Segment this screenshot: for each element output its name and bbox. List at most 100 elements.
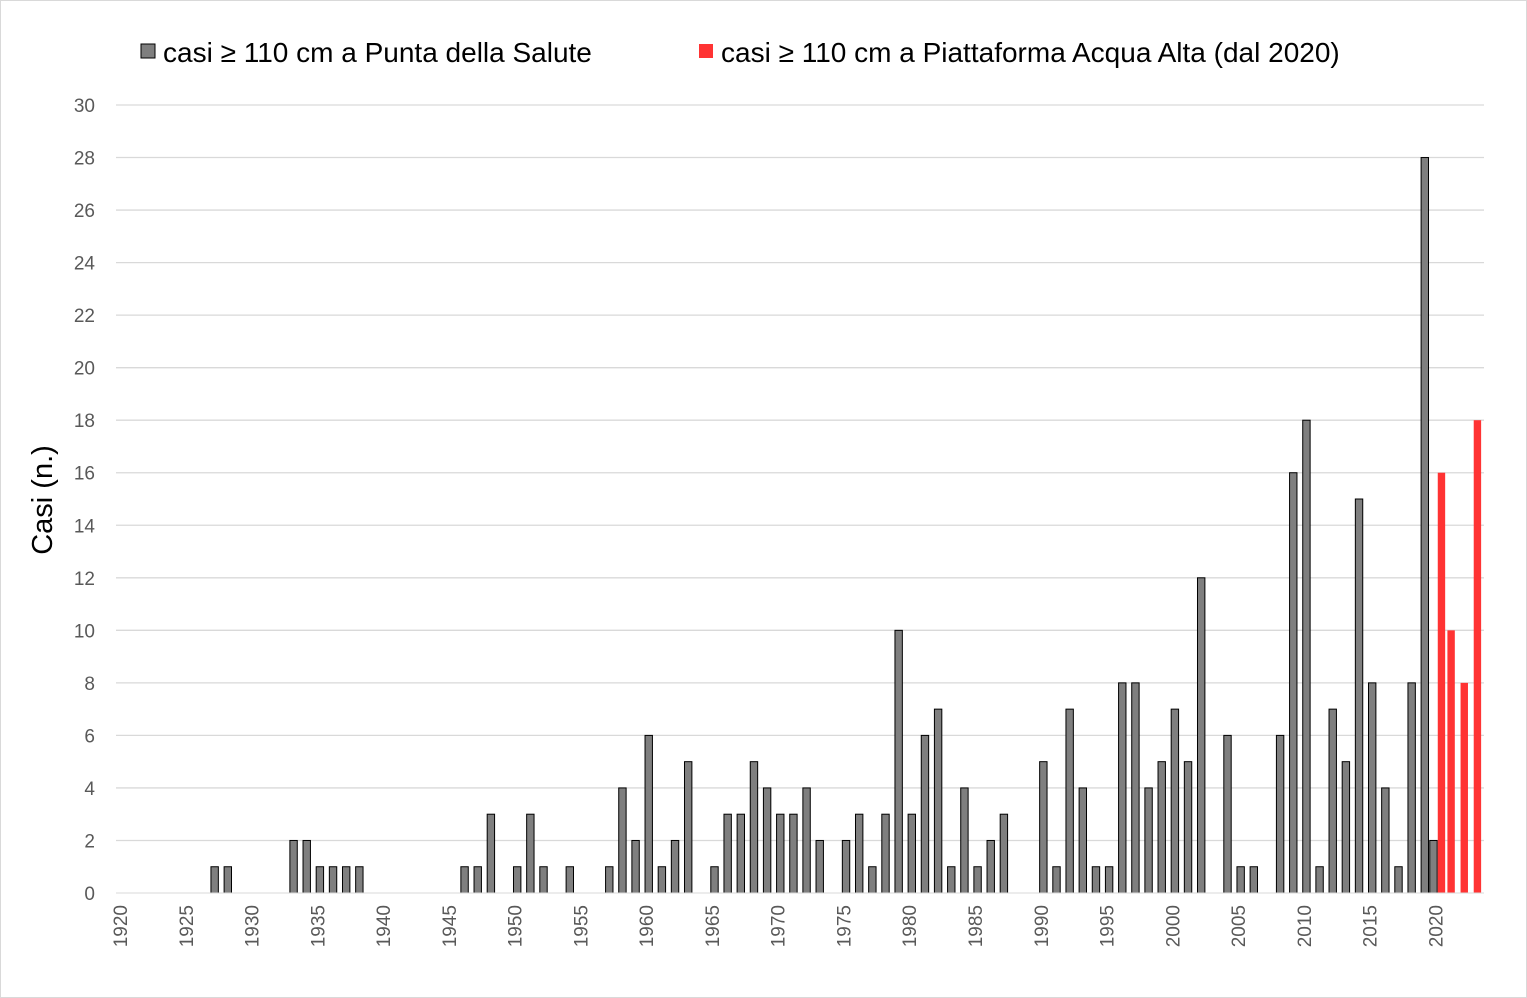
x-tick-label: 1975 [834,905,855,947]
legend: casi ≥ 110 cm a Punta della Salute casi … [140,37,1340,68]
bar-punta-della-salute-1971 [789,813,798,894]
bar-punta-della-salute-1948 [486,813,496,894]
y-tick-label: 18 [74,411,95,432]
bar-punta-della-salute-2011 [1315,866,1324,894]
x-tick-label: 1935 [308,905,329,947]
bar-punta-della-salute-1969 [762,787,772,894]
x-tick-label: 1925 [177,905,198,947]
bar-piattaforma-acqua-alta-2021 [1447,630,1455,893]
x-tick-label: 1970 [769,905,790,947]
bar-punta-della-salute-1997 [1131,682,1140,894]
y-axis-label: Casi (n.) [27,445,59,555]
legend-label-punta-della-salute: casi ≥ 110 cm a Punta della Salute [163,37,592,68]
bar-punta-della-salute-1951 [526,813,535,894]
bar-punta-della-salute-1986 [986,839,995,894]
bar-punta-della-salute-1977 [868,866,877,894]
bar-punta-della-salute-2010 [1302,419,1311,894]
bar-punta-della-salute-1946 [460,866,469,894]
bar-punta-della-salute-2005 [1236,866,1245,894]
bar-punta-della-salute-1961 [657,866,667,894]
bar-punta-della-salute-1990 [1039,761,1048,894]
x-tick-label: 2020 [1426,905,1447,947]
bar-punta-della-salute-1935 [315,866,325,894]
bar-punta-della-salute-1984 [960,787,969,894]
x-tick-label: 1945 [440,905,461,947]
y-tick-label: 20 [74,359,95,380]
bar-punta-della-salute-1933 [289,839,298,894]
bar-piattaforma-acqua-alta-2022 [1460,682,1468,893]
x-tick-label: 1990 [1032,905,1053,947]
y-tick-label: 26 [74,201,95,222]
bar-piattaforma-acqua-alta-2023 [1473,420,1482,893]
bar-punta-della-salute-1967 [736,813,746,894]
bar-punta-della-salute-2017 [1394,866,1403,894]
y-tick-label: 14 [74,516,96,537]
bar-punta-della-salute-1947 [473,866,482,894]
x-tick-label: 2015 [1361,905,1382,947]
bar-punta-della-salute-2020 [1429,839,1438,894]
bar-punta-della-salute-1962 [670,839,680,894]
bar-punta-della-salute-1999 [1157,761,1166,894]
bar-punta-della-salute-1991 [1052,866,1061,894]
y-tick-label: 22 [74,306,95,327]
bar-punta-della-salute-1959 [631,839,640,894]
bar-punta-della-salute-2014 [1354,498,1364,894]
bar-punta-della-salute-2001 [1183,761,1193,894]
bar-punta-della-salute-1965 [710,866,719,894]
legend-swatch-punta-della-salute [140,43,156,59]
bar-punta-della-salute-2004 [1223,734,1232,894]
x-tick-label: 1995 [1098,905,1119,947]
bar-punta-della-salute-2019 [1420,157,1430,894]
x-tick-label: 1985 [966,905,987,947]
bar-punta-della-salute-2013 [1341,761,1351,894]
bar-punta-della-salute-2006 [1249,866,1259,894]
bar-punta-della-salute-1983 [947,866,956,894]
bar-punta-della-salute-1957 [605,866,614,894]
bar-punta-della-salute-1934 [302,839,311,894]
legend-swatch-piattaforma-acqua-alta [699,44,713,58]
bar-punta-della-salute-1927 [210,866,219,894]
x-tick-label: 2005 [1229,905,1250,947]
bar-punta-della-salute-1992 [1065,708,1074,894]
y-tick-label: 4 [84,779,95,800]
x-tick-label: 1930 [243,905,264,947]
x-tick-label: 2000 [1163,905,1184,947]
bar-punta-della-salute-1995 [1104,866,1114,894]
bars [210,157,1482,894]
x-tick-label: 1955 [571,905,592,947]
bar-punta-della-salute-1978 [881,813,890,894]
bar-punta-della-salute-1960 [644,734,653,894]
y-tick-label: 2 [84,831,95,852]
bar-punta-della-salute-2018 [1407,682,1416,894]
y-tick-label: 28 [74,149,95,170]
bar-punta-della-salute-2016 [1381,787,1390,894]
bar-punta-della-salute-1954 [565,866,575,894]
bar-punta-della-salute-1966 [723,813,732,894]
bar-punta-della-salute-1963 [683,761,693,894]
y-tick-label: 0 [84,884,95,905]
bar-punta-della-salute-1982 [933,708,943,894]
bar-punta-della-salute-1994 [1091,866,1101,894]
bar-punta-della-salute-2002 [1196,577,1206,894]
y-tick-label: 12 [74,569,95,590]
bar-piattaforma-acqua-alta-2020 [1437,472,1446,893]
bar-punta-della-salute-1952 [539,866,548,894]
bar-punta-della-salute-1937 [341,866,351,894]
y-tick-label: 24 [74,254,96,275]
bar-punta-della-salute-2015 [1367,682,1377,894]
bar-punta-della-salute-1975 [841,839,851,894]
bar-punta-della-salute-1981 [920,734,930,894]
y-tick-label: 8 [84,674,95,695]
bar-punta-della-salute-1976 [854,813,864,894]
bar-punta-della-salute-1996 [1118,682,1127,894]
x-tick-label: 1920 [111,905,132,947]
bar-punta-della-salute-2012 [1328,708,1337,894]
bar-punta-della-salute-2008 [1275,734,1285,894]
bar-punta-della-salute-1979 [894,629,903,894]
y-tick-label: 30 [74,96,95,117]
bar-punta-della-salute-1958 [618,787,627,894]
bar-punta-della-salute-2009 [1289,472,1298,894]
x-tick-label: 2010 [1295,905,1316,947]
